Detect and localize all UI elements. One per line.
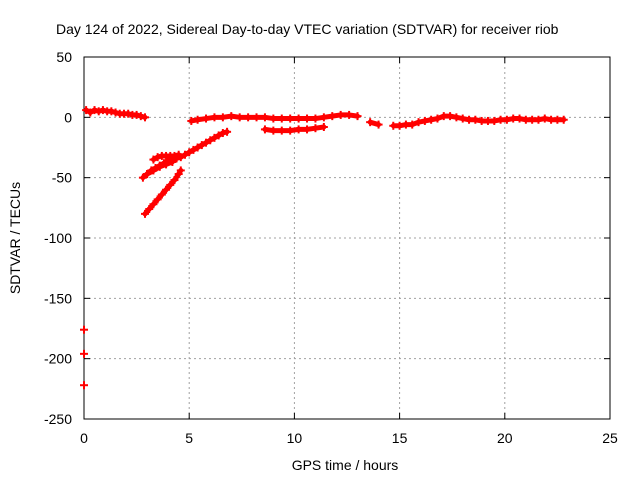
y-tick-label: -100	[44, 230, 72, 246]
plot-frame	[83, 56, 611, 420]
data-point	[80, 381, 88, 390]
x-axis-label: GPS time / hours	[292, 457, 399, 473]
y-tick-label: -150	[44, 290, 72, 306]
x-tick-label: 0	[80, 430, 88, 446]
y-tick-label: 50	[56, 49, 72, 65]
series-trail	[163, 159, 175, 167]
y-tick-label: -50	[52, 170, 72, 186]
y-axis-label: SDTVAR / TECUs	[7, 182, 23, 294]
series-trail	[176, 167, 184, 177]
series-trail	[346, 112, 361, 119]
y-tick-label: -250	[44, 411, 72, 427]
series-trail	[312, 124, 327, 131]
data-point	[80, 325, 88, 334]
x-tick-label: 5	[185, 430, 193, 446]
series-trail	[138, 113, 148, 120]
series-trail	[220, 129, 230, 136]
x-tick-label: 15	[392, 430, 408, 446]
grid-lines	[84, 57, 610, 419]
x-tick-label: 20	[497, 430, 513, 446]
data-series	[80, 106, 568, 390]
x-tick-label: 10	[287, 430, 303, 446]
x-tick-label: 25	[602, 430, 618, 446]
y-tick-label: 0	[64, 109, 72, 125]
chart-title: Day 124 of 2022, Sidereal Day-to-day VTE…	[56, 21, 559, 37]
series-trail	[171, 152, 182, 159]
series-trail	[367, 119, 382, 128]
axis-ticks: 0 5 10 15 20 25 -250 -200 -150 -100 -50 0 50	[44, 49, 618, 446]
data-point	[80, 349, 88, 358]
y-tick-label: -200	[44, 351, 72, 367]
